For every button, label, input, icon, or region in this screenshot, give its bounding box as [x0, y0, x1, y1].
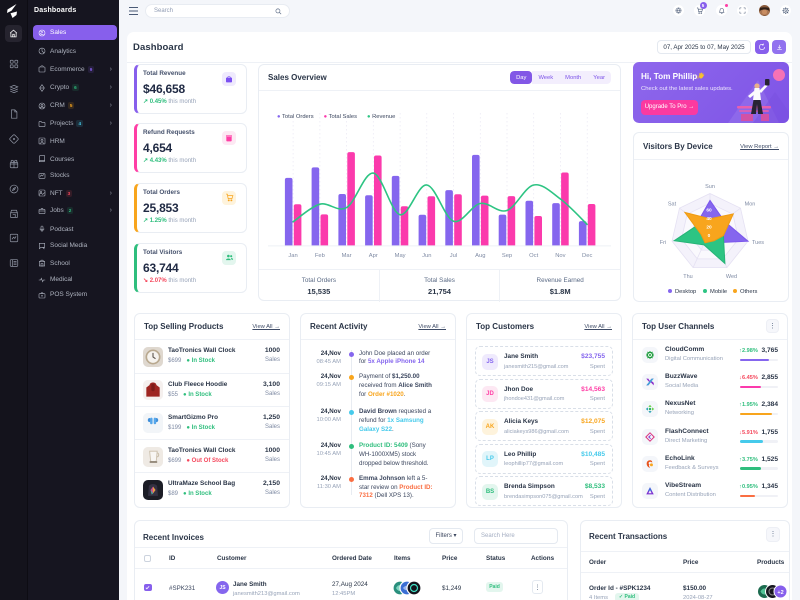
svg-text:Thu: Thu: [683, 274, 692, 280]
svg-text:20: 20: [706, 225, 712, 231]
svg-text:Nov: Nov: [555, 253, 565, 259]
svg-text:May: May: [395, 253, 406, 259]
svg-text:Sep: Sep: [502, 253, 512, 259]
svg-text:Oct: Oct: [529, 253, 538, 259]
svg-text:Mon: Mon: [745, 202, 756, 208]
svg-text:Desktop: Desktop: [675, 289, 696, 295]
svg-text:Jan: Jan: [288, 253, 297, 259]
svg-text:Sat: Sat: [668, 202, 677, 208]
svg-text:Wed: Wed: [726, 274, 737, 280]
svg-text:Feb: Feb: [315, 253, 325, 259]
svg-text:Others: Others: [740, 289, 757, 295]
svg-text:Sun: Sun: [705, 184, 715, 190]
svg-text:Tues: Tues: [752, 240, 764, 246]
svg-text:Dec: Dec: [582, 253, 592, 259]
svg-text:+2: +2: [777, 590, 783, 596]
svg-text:Aug: Aug: [475, 253, 485, 259]
svg-text:Mar: Mar: [342, 253, 352, 259]
svg-text:60: 60: [706, 208, 712, 214]
svg-text:Jun: Jun: [422, 253, 431, 259]
svg-text:0: 0: [708, 233, 711, 239]
svg-text:40: 40: [706, 216, 712, 222]
svg-text:Apr: Apr: [369, 253, 378, 259]
svg-text:Mobile: Mobile: [710, 289, 727, 295]
svg-text:Fri: Fri: [660, 240, 666, 246]
svg-text:Jul: Jul: [450, 253, 457, 259]
